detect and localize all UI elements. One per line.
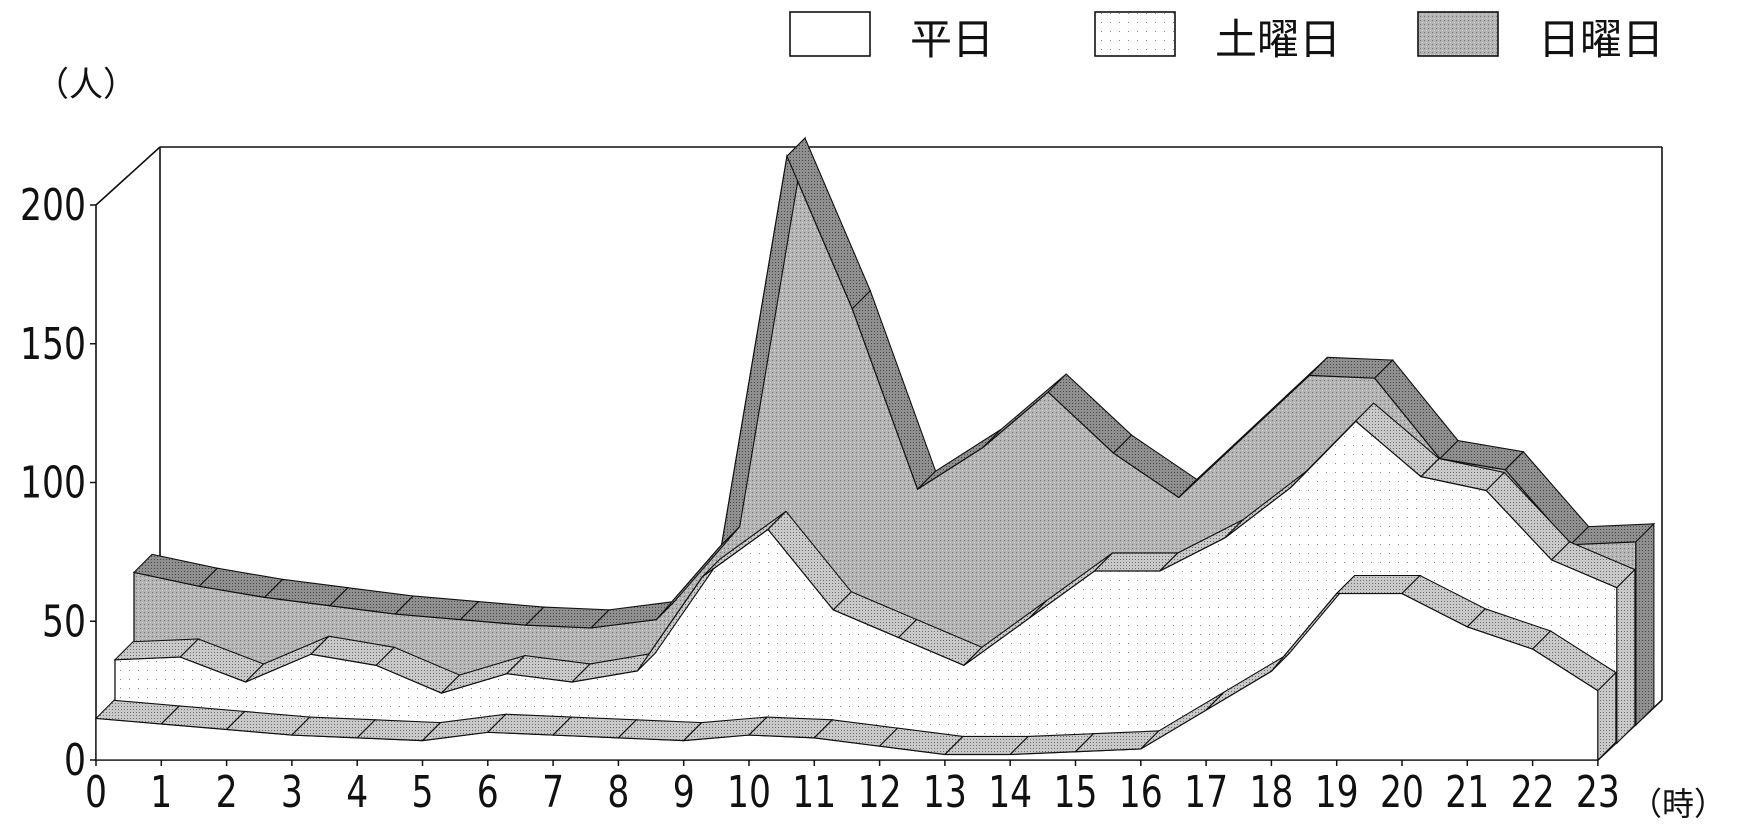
series-0	[94, 574, 1617, 762]
x-tick-label: 16	[1119, 767, 1163, 818]
legend-label: 日曜日	[1538, 15, 1664, 64]
x-tick-label: 13	[923, 767, 967, 818]
x-tick-label: 1	[150, 767, 172, 818]
y-axis-label: （人）	[35, 65, 137, 105]
legend-item: 日曜日	[1417, 11, 1664, 64]
x-tick-label: 11	[792, 767, 836, 818]
series-end-cap	[1597, 671, 1617, 762]
y-axis-ticks: 0 50 100 150 200	[20, 180, 96, 786]
x-tick-label: 20	[1380, 767, 1424, 818]
x-tick-label: 2	[216, 767, 238, 818]
x-axis-ticks: 0 1 2 3 4 5 6 7 8 9 10 11 12 13 14 15 16 17 18 19 20 21 22 23	[85, 760, 1620, 818]
x-tick-label: 14	[988, 767, 1032, 818]
legend-swatch	[1417, 11, 1499, 57]
series-1	[113, 402, 1636, 745]
x-tick-label: 15	[1054, 767, 1098, 818]
x-tick-label: 5	[412, 767, 434, 818]
x-tick-label: 3	[281, 767, 303, 818]
y-tick-label: 100	[20, 458, 86, 509]
x-tick-label: 21	[1445, 767, 1489, 818]
x-tick-label: 23	[1576, 767, 1620, 818]
x-tick-label: 9	[673, 767, 695, 818]
x-tick-label: 10	[727, 767, 771, 818]
series-end-cap	[1635, 522, 1655, 727]
x-tick-label: 7	[542, 767, 564, 818]
legend-swatch	[1094, 11, 1176, 57]
x-tick-label: 17	[1184, 767, 1228, 818]
x-axis-label: （時）	[1630, 785, 1726, 823]
x-tick-label: 18	[1249, 767, 1293, 818]
x-tick-label: 12	[858, 767, 902, 818]
x-tick-label: 0	[85, 767, 107, 818]
legend-label: 土曜日	[1215, 15, 1341, 64]
series-layer	[94, 136, 1656, 762]
side-wall-top	[95, 146, 161, 206]
y-tick-label: 50	[42, 596, 86, 647]
y-tick-label: 0	[64, 735, 86, 786]
x-tick-label: 8	[607, 767, 629, 818]
legend-item: 平日	[789, 11, 994, 64]
y-tick-label: 150	[20, 319, 86, 370]
x-tick-label: 19	[1315, 767, 1359, 818]
x-tick-label: 6	[477, 767, 499, 818]
x-tick-label: 22	[1511, 767, 1555, 818]
legend-label: 平日	[910, 15, 994, 64]
y-tick-label: 200	[20, 180, 86, 231]
legend-item: 土曜日	[1094, 11, 1341, 64]
legend: 平日 土曜日 日曜日	[789, 11, 1664, 64]
series-end-cap	[1616, 568, 1636, 745]
x-tick-label: 4	[346, 767, 368, 818]
legend-swatch	[789, 11, 871, 57]
